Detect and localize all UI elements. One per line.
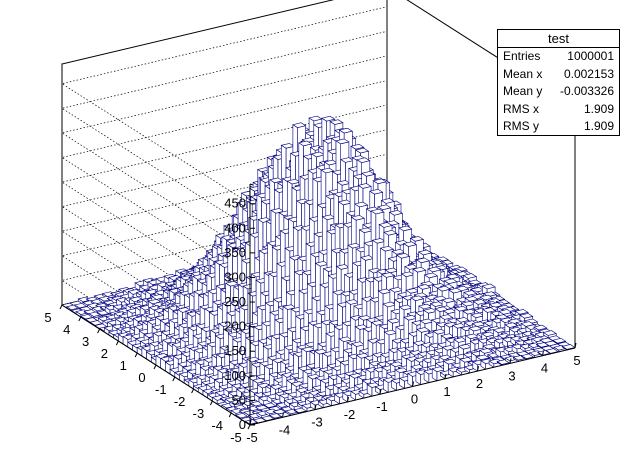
bar-side (96, 311, 103, 317)
z-gridline (61, 80, 388, 278)
z-gridline (61, 30, 388, 229)
bar-side (93, 317, 99, 322)
z-gridline (61, 6, 388, 204)
z-gridline (61, 55, 388, 254)
bar-side (104, 306, 111, 315)
z-gridline (61, 104, 388, 303)
bar-side (110, 293, 116, 297)
